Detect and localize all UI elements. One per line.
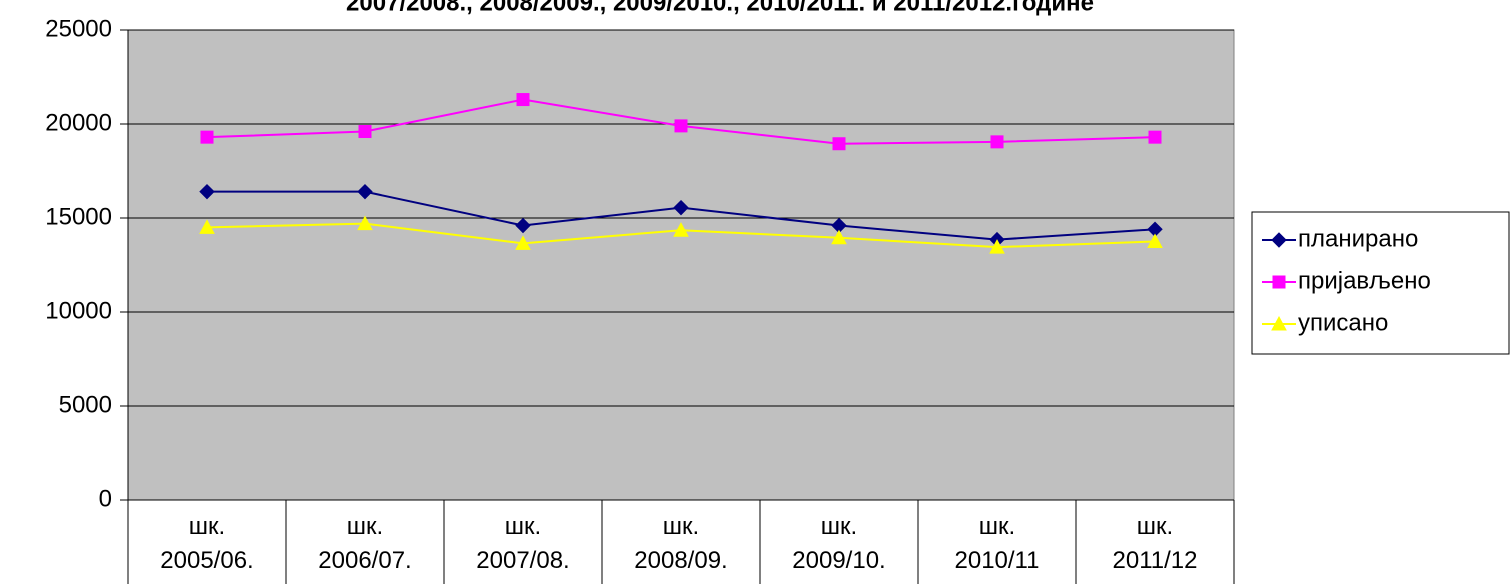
legend: планирано пријављено уписано bbox=[1251, 211, 1510, 355]
marker bbox=[1147, 233, 1163, 248]
legend-label: пријављено bbox=[1298, 267, 1431, 294]
marker bbox=[1272, 275, 1286, 289]
marker bbox=[989, 239, 1005, 254]
plot-area bbox=[127, 29, 1235, 501]
x-tick-label: шк. 2011/12 bbox=[1112, 513, 1198, 574]
y-tick-label: 15000 bbox=[45, 203, 112, 230]
marker bbox=[358, 125, 372, 139]
marker bbox=[515, 235, 531, 250]
y-tick-label: 25000 bbox=[45, 15, 112, 42]
x-tick-label: шк. 2005/06. bbox=[160, 513, 254, 574]
marker bbox=[673, 222, 689, 237]
marker bbox=[832, 137, 846, 151]
marker bbox=[199, 183, 215, 200]
marker bbox=[1271, 232, 1287, 248]
marker bbox=[674, 119, 688, 133]
marker bbox=[831, 229, 847, 245]
marker bbox=[1148, 130, 1162, 144]
x-tick-label: шк. 2010/11 bbox=[954, 513, 1040, 574]
marker bbox=[357, 215, 373, 231]
x-tick-label: шк. 2009/10. bbox=[792, 513, 886, 574]
marker bbox=[515, 217, 531, 234]
marker bbox=[1271, 315, 1287, 331]
marker bbox=[673, 199, 689, 216]
marker bbox=[199, 219, 215, 234]
chart-title: 2007/2008., 2008/2009., 2009/2010., 2010… bbox=[346, 0, 1094, 16]
marker bbox=[200, 130, 214, 144]
y-tick-label: 5000 bbox=[59, 391, 112, 418]
legend-label: уписано bbox=[1298, 309, 1388, 336]
y-tick-label: 10000 bbox=[45, 297, 112, 324]
marker bbox=[990, 135, 1004, 149]
x-tick-label: шк. 2006/07. bbox=[318, 513, 412, 574]
y-tick-label: 0 bbox=[99, 485, 112, 512]
x-tick-label: шк. 2008/09. bbox=[634, 513, 728, 574]
legend-label: планирано bbox=[1298, 225, 1418, 252]
marker bbox=[516, 93, 530, 107]
marker bbox=[357, 183, 373, 200]
y-tick-label: 20000 bbox=[45, 109, 112, 136]
x-tick-label: шк. 2007/08. bbox=[476, 513, 570, 574]
